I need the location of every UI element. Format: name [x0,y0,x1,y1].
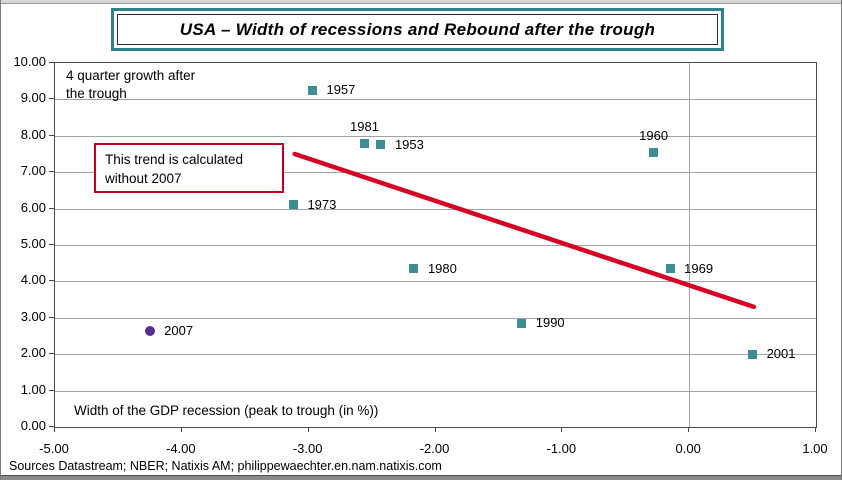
y-tick-label: 6.00 [20,199,46,215]
point-1981 [359,138,369,148]
y-tick-label: 8.00 [20,126,46,142]
y-axis-tick [49,390,54,391]
source-note: Sources Datastream; NBER; Natixis AM; ph… [9,459,442,473]
point-label-1969: 1969 [684,260,714,276]
h-gridline [55,317,816,319]
y-tick-label: 9.00 [20,90,46,106]
h-gridline [55,99,816,101]
x-tick-label: -1.00 [546,441,577,456]
y-tick-label: 2.00 [20,345,46,361]
h-gridline [55,390,816,392]
x-tick-label: -2.00 [419,441,450,456]
y-tick-label: 10.00 [13,54,46,69]
chart-title-inner-frame: USA – Width of recessions and Rebound af… [117,14,718,45]
point-2001 [748,349,758,359]
y-axis-tick [49,208,54,209]
h-gridline [55,354,816,356]
point-1957 [307,85,317,95]
y-axis-caption: 4 quarter growth after the trough [66,67,195,103]
y-tick-label: 5.00 [20,236,46,251]
point-1969 [665,264,675,274]
window-top-strip [1,0,841,4]
x-tick-label: 1.00 [802,441,828,456]
y-tick-label: 4.00 [20,272,46,288]
window-bottom-strip [1,475,841,480]
point-label-1953: 1953 [394,136,424,152]
point-label-2001: 2001 [766,346,796,362]
point-1960 [649,147,659,157]
x-axis-caption: Width of the GDP recession (peak to trou… [74,403,379,418]
plot-area: 4 quarter growth after the trough Width … [54,62,817,428]
y-tick-label: 7.00 [20,163,46,179]
x-axis-tick [54,427,55,432]
y-tick-label: 0.00 [20,418,46,433]
y-axis-tick [49,171,54,172]
x-axis-tick [561,427,562,432]
y-axis-tick [49,244,54,245]
h-gridline [55,208,816,210]
y-axis-tick [49,353,54,354]
x-tick-label: -3.00 [292,441,323,456]
x-axis-tick [688,427,689,432]
x-tick-label: -5.00 [39,441,69,456]
trend-annotation-line1: This trend is calculated [105,152,244,167]
v-gridline [689,63,690,427]
chart-title: USA – Width of recessions and Rebound af… [179,19,656,39]
point-label-1973: 1973 [307,196,337,212]
y-axis-tick [49,62,54,63]
point-label-2007: 2007 [164,322,194,338]
chart-title-box: USA – Width of recessions and Rebound af… [111,8,724,51]
y-axis-tick [49,98,54,99]
x-tick-label: -4.00 [166,441,196,456]
point-label-1980: 1980 [427,260,457,276]
point-1973 [288,200,298,210]
point-2007 [145,325,156,336]
y-axis-caption-line1: 4 quarter growth after [66,68,196,83]
h-gridline [55,245,816,246]
h-gridline [55,135,816,137]
y-tick-label: 3.00 [20,308,46,324]
point-label-1981: 1981 [350,119,379,135]
point-label-1960: 1960 [639,128,669,144]
y-axis-tick [49,135,54,136]
y-axis-caption-line2: the trough [66,86,127,101]
trend-line [292,151,757,310]
x-axis-tick [181,427,182,432]
x-axis-tick [435,427,436,432]
x-axis-tick [308,427,309,432]
y-axis-tick [49,426,54,427]
y-axis-tick [49,317,54,318]
h-gridline [55,281,816,283]
h-gridline [55,172,816,174]
y-tick-label: 1.00 [20,381,46,397]
y-axis-tick [49,280,54,281]
point-label-1957: 1957 [326,82,356,98]
point-label-1990: 1990 [535,315,565,331]
trend-annotation-line2: without 2007 [105,171,182,186]
x-axis-tick [815,427,816,432]
point-1990 [517,318,527,328]
point-1953 [376,140,386,150]
x-tick-label: 0.00 [675,441,701,456]
point-1980 [409,264,419,274]
trend-annotation-box: This trend is calculated without 2007 [94,143,284,193]
